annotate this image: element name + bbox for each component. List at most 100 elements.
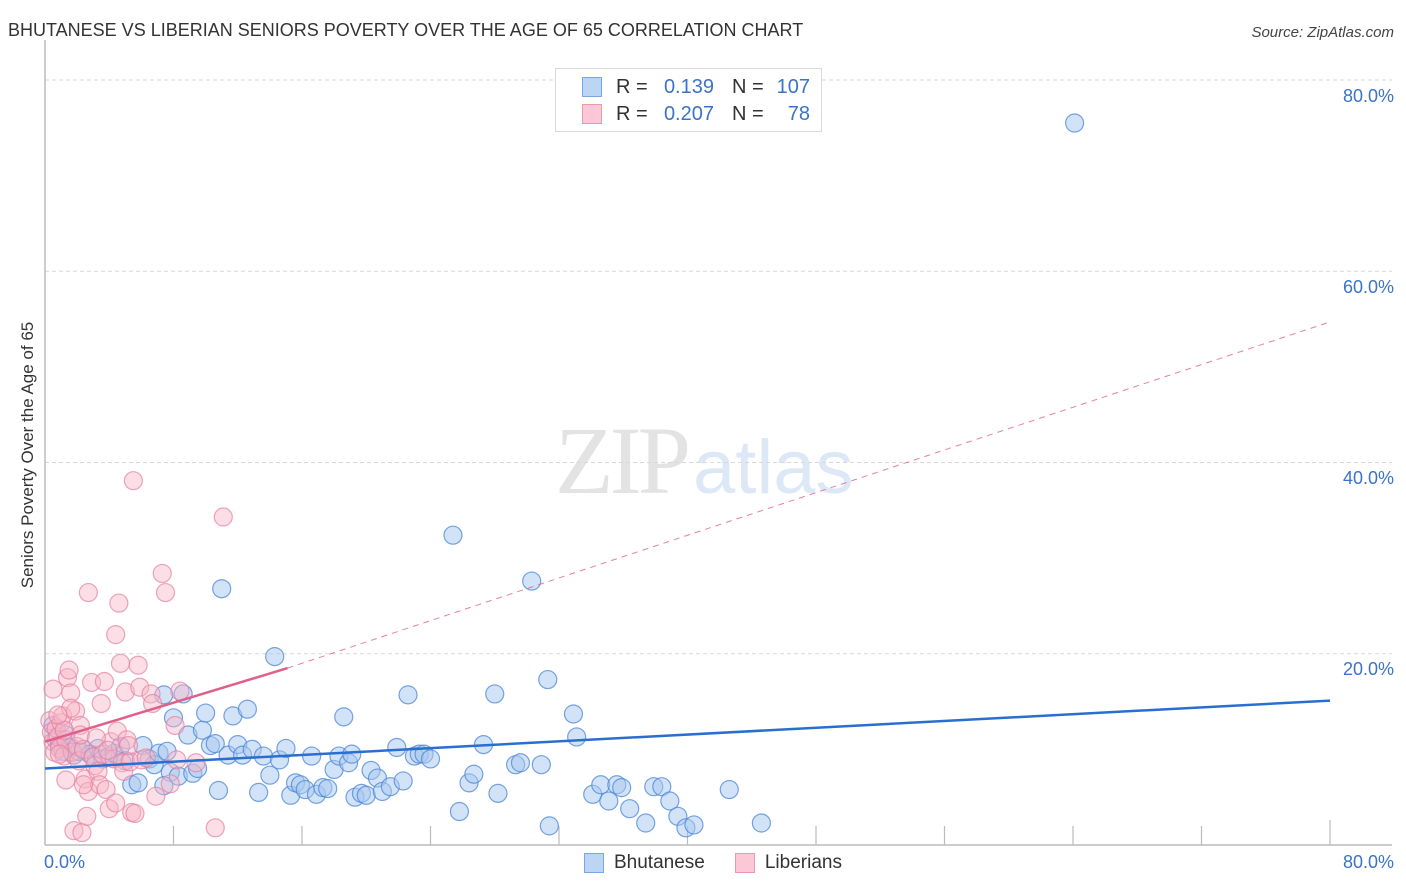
data-point xyxy=(72,822,92,843)
data-point xyxy=(141,684,161,704)
data-point xyxy=(567,727,587,747)
r-label: R = xyxy=(616,102,648,125)
n-label: N = xyxy=(732,75,764,98)
data-point xyxy=(56,770,76,790)
data-point xyxy=(128,655,148,675)
data-point xyxy=(186,753,206,773)
data-point xyxy=(118,735,139,756)
data-point xyxy=(488,783,508,803)
data-point xyxy=(420,749,441,769)
data-point xyxy=(302,746,322,766)
data-point xyxy=(620,799,640,819)
data-point xyxy=(751,813,771,833)
bhutanese-trend-line xyxy=(44,699,1331,770)
data-point xyxy=(123,471,143,491)
data-point xyxy=(78,582,98,603)
data-point xyxy=(59,660,79,680)
data-point xyxy=(152,563,172,584)
y-tick-20: 20.0% xyxy=(1342,659,1394,679)
trend-lines xyxy=(44,321,1331,770)
bhutanese-points xyxy=(43,113,1085,838)
data-point xyxy=(170,681,190,701)
data-point xyxy=(342,744,362,764)
data-point xyxy=(276,738,296,759)
liberians-trend-line xyxy=(44,666,288,743)
data-point xyxy=(356,785,376,805)
legend-row-liberians: R = 0.207 N = 78 xyxy=(582,102,810,126)
data-point xyxy=(318,778,338,799)
data-point xyxy=(660,791,680,811)
data-point xyxy=(73,775,94,795)
data-point xyxy=(636,813,656,833)
watermark-atlas: atlas xyxy=(693,425,854,510)
data-point xyxy=(43,679,63,699)
data-point xyxy=(443,525,463,545)
n-value: 78 xyxy=(787,102,810,125)
data-point xyxy=(510,753,531,773)
y-tick-40: 40.0% xyxy=(1342,468,1394,488)
data-point xyxy=(398,685,418,705)
data-point xyxy=(128,773,148,793)
legend-item-liberians[interactable]: Liberians xyxy=(734,852,842,874)
liberians-trend-extension xyxy=(287,321,1331,669)
data-point xyxy=(249,782,269,803)
data-point xyxy=(522,571,542,591)
data-point xyxy=(213,507,233,527)
stats-legend: R = 0.139 N = 107 R = 0.207 N = 78 xyxy=(555,68,822,132)
data-point xyxy=(73,739,94,759)
data-point xyxy=(49,744,70,764)
data-point xyxy=(114,761,134,781)
data-point xyxy=(57,668,78,688)
data-point xyxy=(599,791,619,811)
data-point xyxy=(563,704,584,724)
y-axis-label: Seniors Poverty Over the Age of 65 xyxy=(18,321,37,589)
data-point xyxy=(167,750,187,770)
data-point xyxy=(684,815,704,835)
liberians-swatch xyxy=(582,104,602,124)
data-point xyxy=(205,818,225,838)
data-point xyxy=(94,671,115,692)
data-point xyxy=(86,728,107,748)
data-point xyxy=(612,778,632,798)
legend-label-bhutanese: Bhutanese xyxy=(614,852,705,873)
data-point xyxy=(109,593,129,613)
data-point xyxy=(196,703,216,723)
data-point xyxy=(146,786,166,806)
data-point xyxy=(334,707,354,727)
legend-row-bhutanese: R = 0.139 N = 107 xyxy=(582,75,810,99)
r-value: 0.139 xyxy=(663,75,714,98)
liberians-swatch xyxy=(734,853,755,873)
data-point xyxy=(163,708,184,728)
y-tick-60: 60.0% xyxy=(1342,277,1394,297)
chart-title: BHUTANESE VS LIBERIAN SENIORS POVERTY OV… xyxy=(8,20,804,40)
data-point xyxy=(652,777,672,797)
data-point xyxy=(160,774,180,794)
r-label: R = xyxy=(616,75,648,98)
data-point xyxy=(165,715,185,736)
data-point xyxy=(48,705,68,725)
gridlines xyxy=(45,79,1392,655)
watermark-zip: ZIP xyxy=(555,407,691,514)
series-legend: Bhutanese Liberians xyxy=(584,852,872,874)
n-label: N = xyxy=(732,102,764,125)
data-point xyxy=(110,653,131,673)
data-point xyxy=(98,740,118,760)
bhutanese-swatch xyxy=(582,77,602,97)
y-tick-80: 80.0% xyxy=(1342,86,1394,106)
data-point xyxy=(393,771,413,791)
data-point xyxy=(77,806,97,826)
n-value: 107 xyxy=(776,75,810,98)
source-attribution: Source: ZipAtlas.com xyxy=(1251,24,1394,41)
data-point xyxy=(485,684,505,704)
data-point xyxy=(237,699,257,719)
legend-label-liberians: Liberians xyxy=(764,852,842,873)
data-point xyxy=(61,683,81,703)
data-point xyxy=(64,821,84,841)
r-value: 0.207 xyxy=(663,102,714,125)
data-point xyxy=(115,682,135,702)
legend-item-bhutanese[interactable]: Bhutanese xyxy=(584,852,705,874)
x-tick-max: 80.0% xyxy=(1342,852,1394,872)
data-point xyxy=(205,734,225,754)
bhutanese-swatch xyxy=(584,853,604,873)
